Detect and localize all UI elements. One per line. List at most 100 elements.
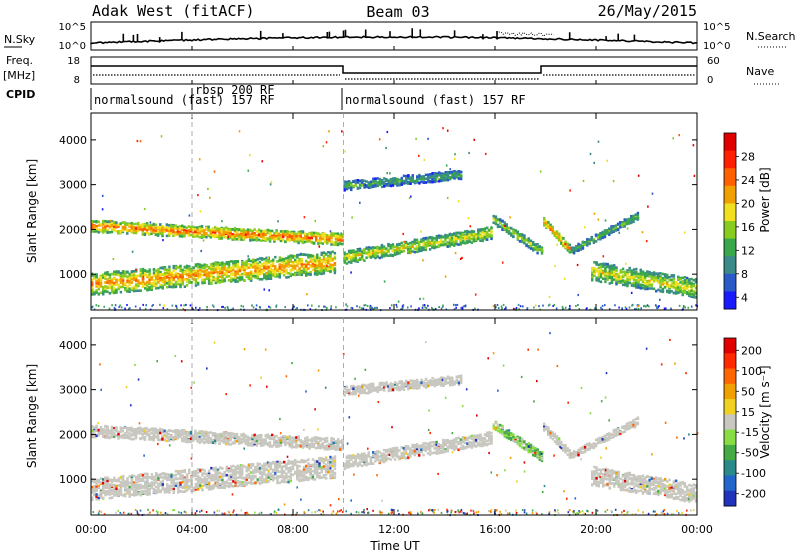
ground-cell bbox=[634, 308, 636, 311]
range-cell bbox=[592, 239, 596, 243]
range-cell bbox=[287, 265, 290, 268]
range-cell bbox=[369, 247, 373, 250]
range-cell bbox=[196, 228, 199, 232]
range-cell bbox=[492, 221, 495, 224]
range-cell bbox=[161, 232, 164, 235]
range-cell bbox=[494, 216, 498, 220]
range-cell bbox=[626, 281, 629, 284]
range-cell bbox=[666, 289, 669, 293]
range-cell bbox=[339, 234, 342, 237]
range-cell bbox=[481, 231, 484, 234]
range-cell bbox=[152, 231, 155, 234]
range-cell bbox=[128, 280, 131, 284]
range-cell bbox=[450, 236, 454, 240]
range-cell bbox=[288, 234, 291, 237]
range-cell bbox=[614, 228, 618, 232]
range-cell bbox=[267, 261, 270, 265]
range-cell bbox=[413, 180, 417, 183]
range-cell bbox=[144, 287, 147, 290]
range-cell bbox=[670, 284, 673, 288]
range-cell bbox=[294, 264, 297, 268]
range-cell bbox=[490, 229, 493, 233]
range-cell bbox=[331, 266, 334, 269]
range-cell bbox=[247, 258, 251, 261]
range-cell bbox=[134, 428, 138, 431]
ground-cell bbox=[522, 305, 524, 308]
ground-cell bbox=[442, 304, 444, 307]
range-cell bbox=[179, 264, 182, 268]
range-cell bbox=[194, 284, 198, 287]
range-cell bbox=[433, 175, 436, 178]
range-cell bbox=[657, 288, 660, 292]
noise-cell bbox=[410, 195, 412, 198]
range-cell bbox=[393, 253, 397, 256]
range-cell bbox=[296, 273, 299, 276]
range-cell bbox=[196, 276, 200, 280]
range-cell bbox=[271, 273, 275, 277]
range-cell bbox=[398, 183, 401, 187]
range-cell bbox=[677, 291, 680, 295]
range-cell bbox=[130, 430, 133, 433]
range-cell bbox=[479, 236, 482, 240]
range-cell bbox=[422, 239, 425, 242]
range-cell bbox=[413, 242, 416, 245]
ground-cell bbox=[311, 304, 313, 307]
range-cell bbox=[106, 428, 109, 431]
range-cell bbox=[172, 229, 175, 233]
range-cell bbox=[166, 273, 169, 277]
range-cell bbox=[606, 276, 609, 280]
range-cell bbox=[241, 265, 244, 268]
range-cell bbox=[234, 278, 237, 282]
range-cell bbox=[278, 270, 281, 273]
range-cell bbox=[529, 242, 533, 246]
range-cell bbox=[688, 279, 691, 283]
range-cell bbox=[372, 185, 375, 188]
date-title: 26/May/2015 bbox=[598, 2, 697, 20]
range-cell bbox=[268, 238, 272, 241]
range-cell bbox=[144, 272, 147, 275]
range-cell bbox=[341, 233, 344, 236]
range-cell bbox=[644, 276, 647, 280]
range-cell bbox=[327, 265, 330, 269]
range-cell bbox=[369, 253, 373, 256]
range-cell bbox=[345, 184, 349, 187]
range-cell bbox=[389, 179, 393, 183]
range-cell bbox=[141, 280, 145, 284]
range-cell bbox=[91, 281, 94, 284]
range-cell bbox=[255, 230, 259, 233]
range-cell bbox=[460, 177, 463, 181]
range-cell bbox=[174, 267, 178, 271]
range-cell bbox=[688, 282, 691, 285]
range-cell bbox=[177, 277, 180, 280]
range-cell bbox=[279, 230, 283, 233]
range-cell bbox=[311, 264, 315, 268]
range-cell bbox=[117, 223, 120, 227]
range-cell bbox=[132, 231, 136, 235]
range-cell bbox=[601, 233, 604, 236]
range-cell bbox=[263, 261, 266, 265]
noise-cell bbox=[645, 240, 648, 243]
range-cell bbox=[187, 225, 190, 228]
range-cell bbox=[446, 170, 450, 174]
range-cell bbox=[610, 273, 614, 276]
range-cell bbox=[163, 283, 167, 286]
range-cell bbox=[146, 288, 149, 292]
ground-cell bbox=[678, 304, 681, 307]
range-cell bbox=[168, 268, 171, 272]
range-cell bbox=[614, 227, 618, 230]
range-cell bbox=[210, 282, 213, 285]
range-cell bbox=[247, 272, 251, 276]
range-cell bbox=[455, 176, 458, 179]
range-cell bbox=[150, 286, 153, 290]
range-cell bbox=[238, 268, 242, 271]
range-cell bbox=[427, 173, 430, 177]
range-cell bbox=[599, 236, 602, 239]
range-cell bbox=[312, 233, 316, 236]
range-cell bbox=[296, 261, 299, 265]
noise-cell bbox=[593, 161, 595, 164]
noise-cell bbox=[593, 212, 596, 215]
range-cell bbox=[203, 269, 206, 273]
noise-cell bbox=[341, 130, 343, 133]
range-cell bbox=[505, 224, 508, 228]
range-cell bbox=[637, 276, 640, 279]
